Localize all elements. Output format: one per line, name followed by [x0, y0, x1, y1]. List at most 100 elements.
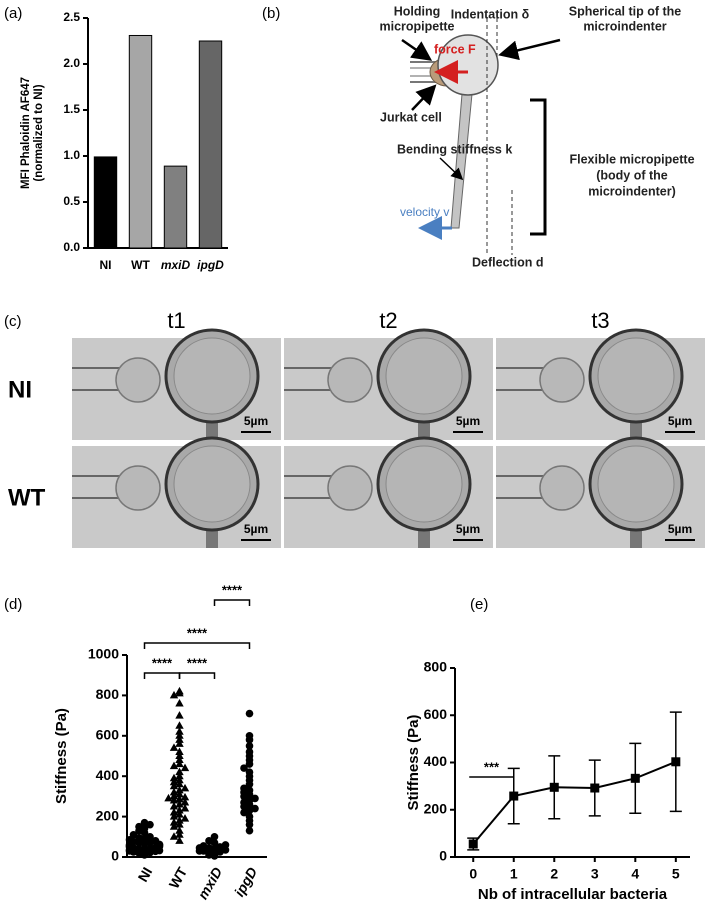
y-tick-label: 200 [424, 800, 448, 816]
data-point [180, 792, 190, 801]
diagram-label: Jurkat cell [380, 110, 442, 124]
data-point [175, 806, 184, 814]
data-point [468, 839, 478, 849]
flexible-pipette [450, 93, 473, 229]
time-label: t1 [167, 308, 185, 333]
data-point [164, 793, 173, 802]
row-label: WT [8, 484, 46, 511]
data-point [175, 747, 184, 755]
data-point [245, 742, 254, 750]
data-point [509, 791, 519, 801]
data-point [245, 820, 254, 829]
data-point [175, 789, 184, 798]
data-point [169, 818, 179, 826]
micrographs: t1 t2 t3 NI 5µm 5µm 5µm WT 5µm 5µm 5µm [8, 308, 705, 548]
data-point [245, 826, 254, 835]
data-point [175, 794, 184, 803]
data-point [240, 802, 248, 811]
data-point [175, 735, 184, 743]
indenter-inner [597, 445, 675, 523]
data-point [180, 783, 190, 792]
data-point [240, 808, 248, 817]
data-point [175, 688, 184, 697]
data-point [240, 792, 248, 801]
data-point [169, 791, 179, 800]
data-point [549, 782, 559, 792]
data-point [175, 836, 184, 844]
diagram-label: force F [434, 42, 476, 56]
indenter-inner [173, 337, 251, 415]
bar [128, 34, 153, 249]
data-point [240, 764, 248, 772]
time-label: t3 [591, 308, 609, 333]
data-point [175, 767, 184, 776]
y-tick-label: 600 [96, 727, 120, 743]
x-tick-label: 5 [672, 866, 680, 882]
data-point [175, 759, 184, 768]
significance-label: **** [187, 655, 208, 670]
significance-label: **** [187, 625, 208, 640]
diagram-label: Bending stiffness k [397, 142, 512, 156]
indenter-inner [597, 337, 675, 415]
diagram-label: (body of the [596, 168, 668, 182]
scale-label: 5µm [456, 414, 480, 428]
indenter-inner [385, 445, 463, 523]
data-point [175, 820, 184, 828]
data-point [151, 837, 160, 845]
data-point [175, 810, 184, 818]
data-point [221, 841, 230, 849]
panel-label: (a) [4, 5, 22, 22]
y-tick-label: 600 [424, 706, 448, 722]
panel-label: (e) [470, 596, 488, 613]
bar [163, 165, 188, 249]
data-point [175, 779, 184, 788]
y-tick-label: 200 [96, 807, 120, 823]
x-tick-label: ipgD [231, 864, 260, 899]
data-point [245, 709, 254, 718]
y-tick-label: 0.5 [63, 194, 80, 208]
data-point [146, 833, 154, 841]
diagram-label: Indentation δ [451, 7, 530, 21]
scale-label: 5µm [244, 414, 268, 428]
significance-label: **** [222, 582, 243, 597]
cell [327, 357, 373, 403]
y-tick-label: 2.5 [63, 10, 80, 24]
x-tick-label: mxiD [194, 864, 225, 902]
scale-label: 5µm [668, 522, 692, 536]
data-point [169, 787, 179, 796]
data-point [175, 755, 184, 764]
data-point [169, 743, 179, 751]
data-point [129, 830, 138, 839]
y-tick-label: 400 [424, 753, 448, 769]
data-point [180, 797, 190, 806]
y-axis-label: (normalized to NI) [33, 84, 45, 181]
data-point [175, 698, 184, 707]
panel-label: (d) [4, 596, 22, 613]
y-tick-label: 1.5 [63, 102, 80, 116]
significance-bracket [143, 672, 181, 679]
bar [93, 156, 118, 249]
data-point [169, 777, 179, 786]
x-tick-label: NI [100, 258, 112, 272]
cell [539, 357, 585, 403]
y-tick-label: 800 [424, 659, 448, 675]
diagram-label: microindenter) [588, 184, 676, 198]
data-point [169, 832, 179, 840]
diagram-label: velocity v [400, 205, 449, 219]
data-point [140, 818, 149, 827]
diagram-label: Deflection d [472, 255, 544, 269]
diagram-label: microindenter [583, 19, 666, 33]
data-point [180, 814, 190, 822]
scale-label: 5µm [244, 522, 268, 536]
significance-bracket [143, 642, 251, 649]
data-point [630, 773, 640, 783]
data-point [210, 833, 219, 841]
indenter-inner [385, 337, 463, 415]
y-axis-label: Stiffness (Pa) [53, 708, 70, 804]
y-tick-label: 0 [111, 848, 119, 864]
data-point [205, 837, 213, 845]
y-tick-label: 400 [96, 767, 120, 783]
arrow [498, 38, 561, 61]
data-point [135, 822, 143, 831]
data-point [169, 812, 179, 820]
